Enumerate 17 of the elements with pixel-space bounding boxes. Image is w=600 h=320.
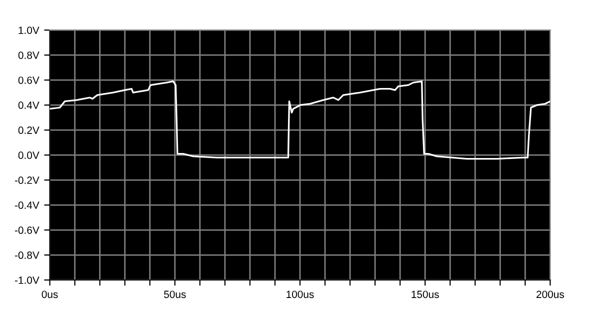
y-tick-label: 0.0V xyxy=(18,152,40,159)
y-tick-label: -0.6V xyxy=(14,226,40,234)
y-tick-label: 1.0V xyxy=(18,26,40,34)
x-tick-label: 50us xyxy=(164,290,186,298)
y-tick-label: -0.2V xyxy=(14,176,40,184)
y-tick-label: -0.8V xyxy=(14,252,40,259)
x-tick-label: 150us xyxy=(412,290,439,298)
y-tick-label: -1.0V xyxy=(14,276,40,284)
x-tick-label: 100us xyxy=(286,290,314,298)
line-series xyxy=(50,80,550,160)
y-tick-label: 0.2V xyxy=(18,126,40,134)
y-tick-label: 0.8V xyxy=(18,52,40,59)
y-tick-label: -0.4V xyxy=(14,202,40,209)
x-tick-label: 200us xyxy=(536,290,564,298)
y-tick-label: 0.6V xyxy=(18,76,40,84)
x-tick-label: 0us xyxy=(42,290,58,298)
y-tick-label: 0.4V xyxy=(18,102,40,109)
